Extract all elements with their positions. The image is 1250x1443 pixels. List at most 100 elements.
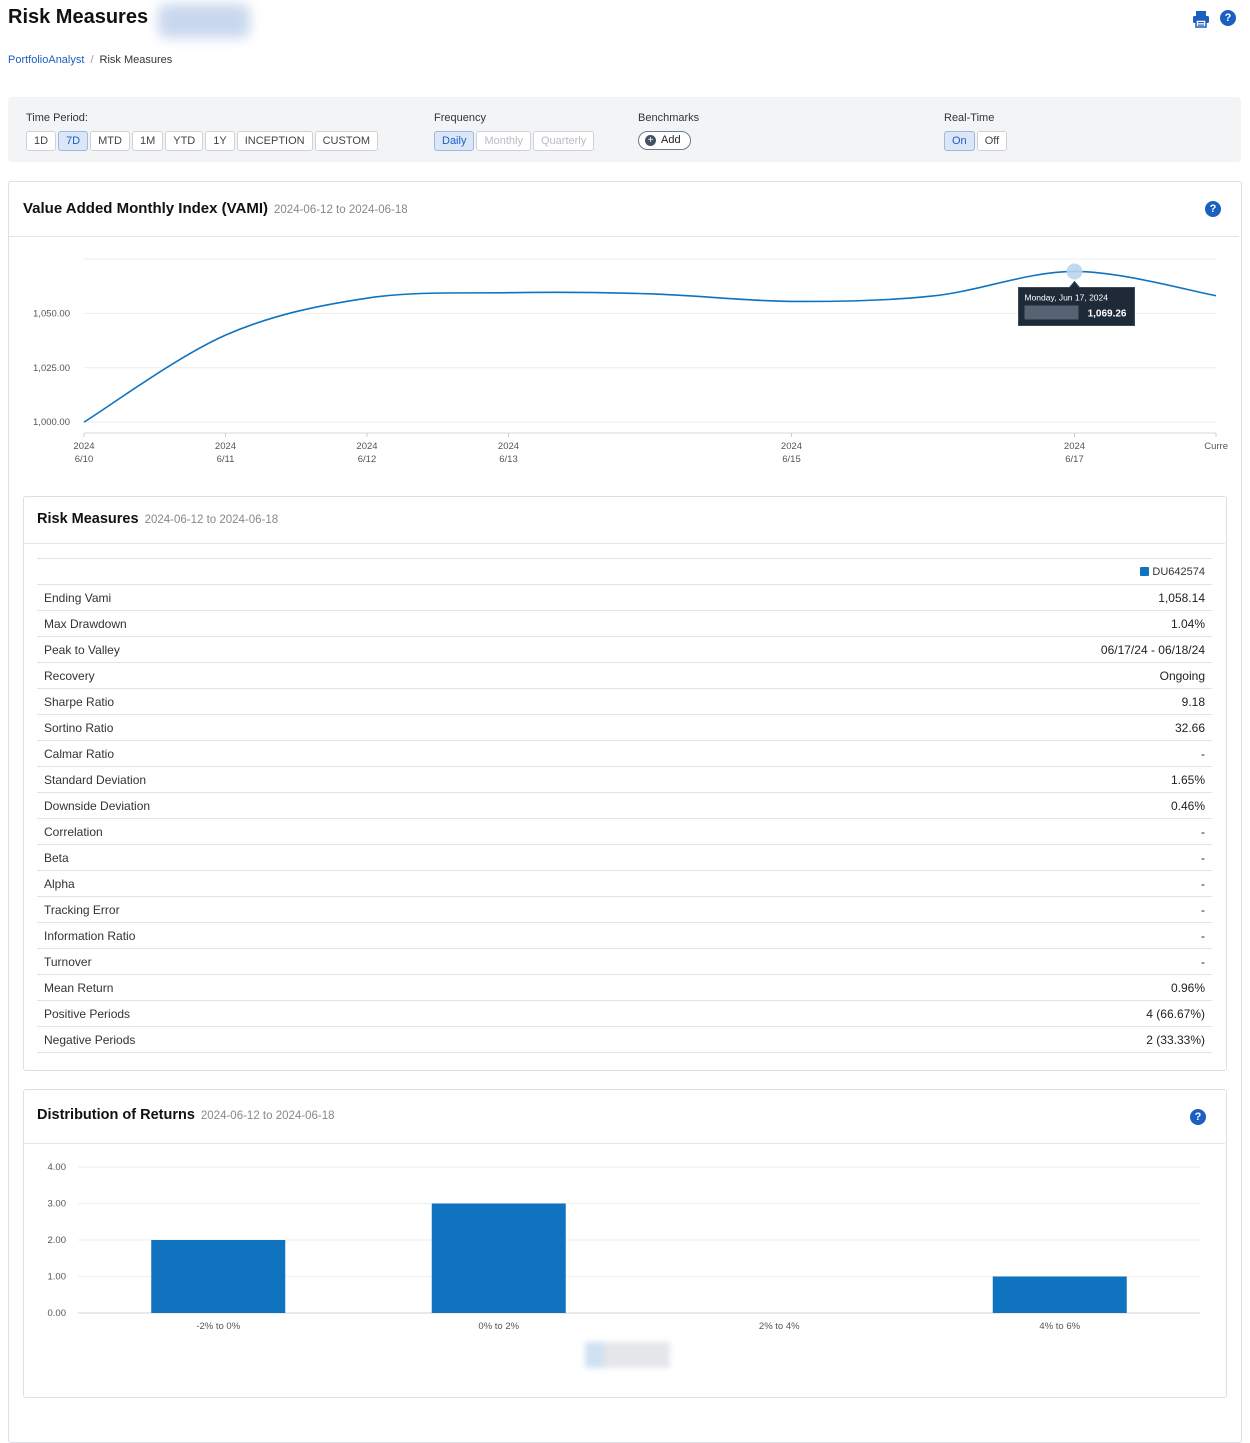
tooltip-account-blur [1024, 305, 1079, 320]
table-row: Beta - [37, 844, 1212, 871]
print-icon[interactable] [1192, 10, 1210, 28]
metric-value: 2 (33.33%) [629, 1026, 1212, 1053]
metric-label: Correlation [37, 818, 630, 845]
add-benchmark-label: Add [661, 134, 681, 146]
time-period-7d-button[interactable]: 7D [58, 131, 89, 151]
table-header-row: DU642574 [37, 558, 1212, 585]
metric-value: 06/17/24 - 06/18/24 [629, 636, 1212, 663]
vami-hover-marker[interactable] [1066, 263, 1083, 280]
realtime-off-button[interactable]: Off [976, 131, 1008, 151]
table-row: Alpha - [37, 870, 1212, 897]
time-period-mtd-button[interactable]: MTD [90, 131, 130, 151]
metric-label: Sharpe Ratio [37, 688, 630, 715]
table-row: Downside Deviation 0.46% [37, 792, 1212, 819]
table-row: Standard Deviation 1.65% [37, 766, 1212, 793]
y-tick-label: 1,025.00 [33, 363, 70, 374]
y-tick-label: 0.00 [48, 1308, 67, 1319]
metric-label: Sortino Ratio [37, 714, 630, 741]
table-row: Correlation - [37, 818, 1212, 845]
y-tick-label: 1,000.00 [33, 417, 70, 428]
metric-value: - [629, 740, 1212, 767]
time-period-1m-button[interactable]: 1M [131, 131, 164, 151]
table-row: Recovery Ongoing [37, 662, 1212, 689]
distribution-bar[interactable] [992, 1276, 1127, 1314]
table-row: Sortino Ratio 32.66 [37, 714, 1212, 741]
plus-icon: + [645, 135, 656, 146]
metric-label: Peak to Valley [37, 636, 630, 663]
metric-label: Standard Deviation [37, 766, 630, 793]
x-tick-label: 6/13 [499, 454, 518, 465]
breadcrumb-portfolioanalyst-link[interactable]: PortfolioAnalyst [8, 54, 85, 66]
y-tick-label: 1.00 [48, 1272, 67, 1283]
x-tick-label: 0% to 2% [478, 1321, 519, 1332]
table-header-label-cell [37, 558, 630, 585]
frequency-quarterly-button: Quarterly [532, 131, 595, 151]
x-tick-label: 2% to 4% [759, 1321, 800, 1332]
x-tick-label: 2024 [356, 441, 377, 452]
x-tick-label: 4% to 6% [1039, 1321, 1080, 1332]
risk-measures-table: DU642574 Ending Vami 1,058.14 Max Drawdown… [37, 558, 1212, 1053]
breadcrumb-current: Risk Measures [99, 54, 173, 66]
table-row: Mean Return 0.96% [37, 974, 1212, 1001]
metric-label: Mean Return [37, 974, 630, 1001]
tooltip-date: Monday, Jun 17, 2024 [1025, 292, 1109, 302]
vami-tooltip: Monday, Jun 17, 2024 1,069.26 [1018, 280, 1135, 326]
time-period-1y-button[interactable]: 1Y [205, 131, 235, 151]
realtime-label: Real-Time [944, 112, 995, 124]
metric-label: Alpha [37, 870, 630, 897]
table-row: Information Ratio - [37, 922, 1212, 949]
x-tick-label: 2024 [1064, 441, 1085, 452]
table-row: Negative Periods 2 (33.33%) [37, 1026, 1212, 1053]
time-period-ytd-button[interactable]: YTD [165, 131, 204, 151]
metric-label: Information Ratio [37, 922, 630, 949]
frequency-daily-button[interactable]: Daily [434, 131, 475, 151]
add-benchmark-button[interactable]: + Add [638, 131, 691, 150]
account-selector[interactable] [158, 4, 250, 38]
table-row: Positive Periods 4 (66.67%) [37, 1000, 1212, 1027]
frequency-label: Frequency [434, 112, 486, 124]
breadcrumb-separator: / [90, 54, 94, 66]
x-tick-label: Curre [1204, 441, 1228, 452]
vami-date-range: 2024-06-12 to 2024-06-18 [274, 204, 408, 216]
time-period-inception-button[interactable]: INCEPTION [236, 131, 313, 151]
distribution-chart: 0.00 1.00 2.00 3.00 4.00 -2% to 0% 0% to 2% 2%… [48, 1162, 1200, 1332]
breadcrumb: PortfolioAnalyst / Risk Measures [8, 54, 172, 66]
vami-series-line [83, 270, 1217, 423]
y-tick-label: 3.00 [48, 1199, 67, 1210]
metric-value: 1,058.14 [629, 584, 1212, 611]
distribution-legend-blur [585, 1342, 670, 1368]
x-tick-label: 2024 [498, 441, 519, 452]
metric-value: 1.65% [629, 766, 1212, 793]
vami-help-icon[interactable]: ? [1205, 201, 1221, 217]
x-tick-label: 2024 [73, 441, 94, 452]
time-period-custom-button[interactable]: CUSTOM [314, 131, 379, 151]
distribution-title: Distribution of Returns [37, 1107, 195, 1123]
distribution-help-icon[interactable]: ? [1190, 1109, 1206, 1125]
y-tick-label: 4.00 [48, 1162, 67, 1173]
distribution-bar[interactable] [431, 1203, 566, 1314]
account-legend-label: DU642574 [1152, 565, 1205, 578]
metric-label: Calmar Ratio [37, 740, 630, 767]
x-tick-label: 2024 [215, 441, 236, 452]
metric-label: Negative Periods [37, 1026, 630, 1053]
time-period-group: Time Period: 1D 7D MTD 1M YTD 1Y INCEPTI… [26, 112, 379, 151]
metric-value: 1.04% [629, 610, 1212, 637]
realtime-on-button[interactable]: On [944, 131, 975, 151]
benchmarks-label: Benchmarks [638, 112, 700, 124]
table-row: Calmar Ratio - [37, 740, 1212, 767]
tooltip-value: 1,069.26 [1088, 308, 1127, 319]
table-row: Tracking Error - [37, 896, 1212, 923]
page-title: Risk Measures [8, 6, 149, 28]
time-period-1d-button[interactable]: 1D [26, 131, 57, 151]
risk-measures-date-range: 2024-06-12 to 2024-06-18 [144, 514, 279, 526]
time-period-label: Time Period: [26, 112, 88, 124]
table-row: Turnover - [37, 948, 1212, 975]
help-icon[interactable]: ? [1220, 10, 1236, 26]
metric-label: Downside Deviation [37, 792, 630, 819]
vami-title: Value Added Monthly Index (VAMI) [23, 200, 269, 217]
x-tick-label: 6/15 [782, 454, 801, 465]
metric-value: 9.18 [629, 688, 1212, 715]
metric-label: Turnover [37, 948, 630, 975]
distribution-bar[interactable] [151, 1240, 286, 1313]
account-legend-swatch [1140, 566, 1150, 576]
